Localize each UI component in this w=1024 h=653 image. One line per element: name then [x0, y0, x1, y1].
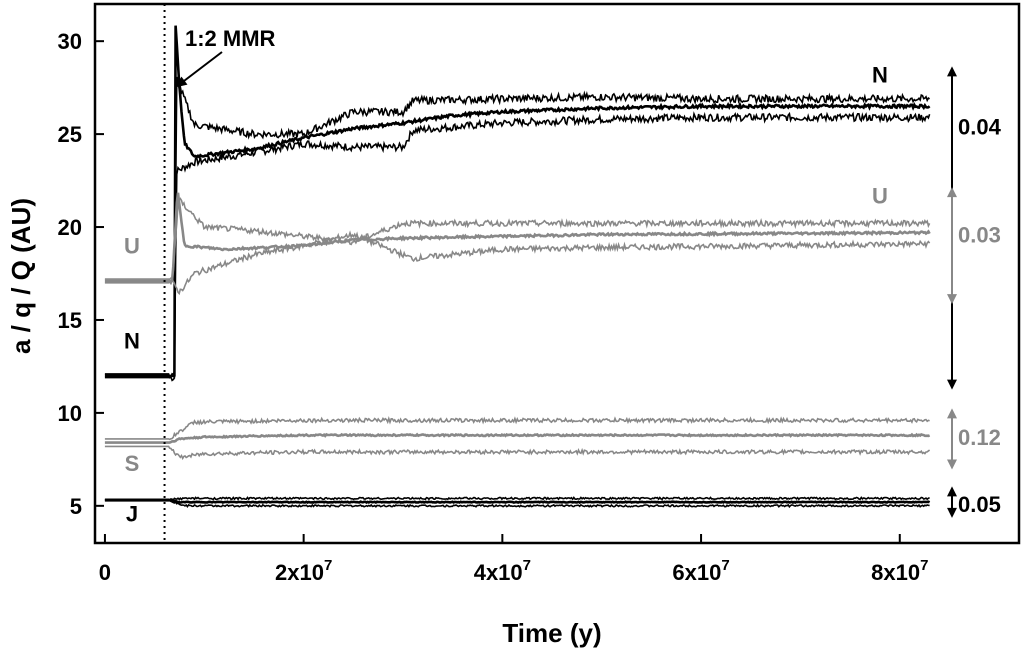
y-tick-label: 10: [58, 401, 82, 426]
annotations: N N 0.04 U U 0.03 S 0.12 J 0.05 1:2 MMR: [124, 4, 1002, 543]
x-tick-label: 0: [99, 560, 111, 585]
series-n-ecc-arrowhead-bottom: [947, 379, 957, 390]
series-j-q-line: [104, 499, 930, 509]
x-tick-label: 8x107: [871, 557, 928, 585]
x-tick-base: 4x10: [474, 560, 523, 585]
series-j-Q-line: [104, 496, 930, 501]
series-u-ecc-arrowhead-bottom: [947, 294, 957, 305]
series-u-Q-line: [104, 197, 931, 281]
series-s-ecc-arrowhead-top: [947, 408, 957, 419]
x-tick-base: 0: [99, 560, 111, 585]
series-s-q-line: [104, 445, 931, 461]
series-s-ecc-arrowhead-bottom: [947, 459, 957, 470]
series-n-label-right: N: [872, 63, 888, 88]
series-j-ecc-arrowhead-bottom: [947, 507, 957, 518]
series-s-a-line: [104, 432, 931, 444]
y-tick-label: 30: [58, 29, 82, 54]
y-tick-label: 5: [70, 494, 82, 519]
series-lines: [104, 25, 931, 509]
y-tick-label: 20: [58, 215, 82, 240]
series-j-ecc-arrowhead-top: [947, 486, 957, 497]
series-u-ecc-label: 0.03: [958, 222, 1001, 247]
series-n-Q-line: [104, 76, 931, 378]
series-u-ecc-arrowhead-top: [947, 187, 957, 198]
series-s-label-left: S: [125, 451, 140, 476]
x-tick-label: 2x107: [275, 557, 332, 585]
series-j-label-left: J: [126, 501, 138, 526]
series-u-a-line: [104, 192, 931, 284]
x-tick-exponent: 7: [920, 557, 928, 574]
series-j-a-line: [104, 499, 931, 504]
series-n-ecc-label: 0.04: [958, 115, 1002, 140]
series-j-ecc-label: 0.05: [958, 492, 1001, 517]
y-axis-title: a / q / Q (AU): [6, 198, 36, 354]
x-tick-label: 6x107: [672, 557, 729, 585]
x-tick-base: 6x10: [672, 560, 721, 585]
x-tick-exponent: 7: [523, 557, 531, 574]
mmr-arrowhead: [174, 76, 188, 88]
plot-frame: [93, 2, 1021, 545]
series-s-Q-line: [104, 416, 930, 441]
series-u-label-right: U: [872, 183, 888, 208]
series-s-ecc-label: 0.12: [958, 425, 1001, 450]
series-n-q-line: [104, 111, 931, 382]
series-n-label-left: N: [124, 328, 140, 353]
x-tick-base: 8x10: [871, 560, 920, 585]
x-tick-exponent: 7: [721, 557, 729, 574]
mmr-arrow: [179, 51, 223, 85]
series-u-q-line: [104, 230, 931, 296]
x-tick-exponent: 7: [324, 557, 332, 574]
x-axis: 0 2x107 4x107 6x107 8x107: [99, 534, 928, 585]
x-axis-title: Time (y): [502, 618, 601, 648]
series-n-a-line: [104, 25, 931, 379]
y-tick-label: 15: [58, 308, 82, 333]
y-axis: 5 10 15 20 25 30: [58, 29, 104, 519]
series-n-ecc-arrowhead-top: [947, 66, 957, 77]
x-tick-label: 4x107: [474, 557, 531, 585]
series-u-label-left: U: [124, 234, 140, 259]
y-tick-label: 25: [58, 122, 82, 147]
mmr-label: 1:2 MMR: [185, 26, 276, 51]
x-tick-base: 2x10: [275, 560, 324, 585]
